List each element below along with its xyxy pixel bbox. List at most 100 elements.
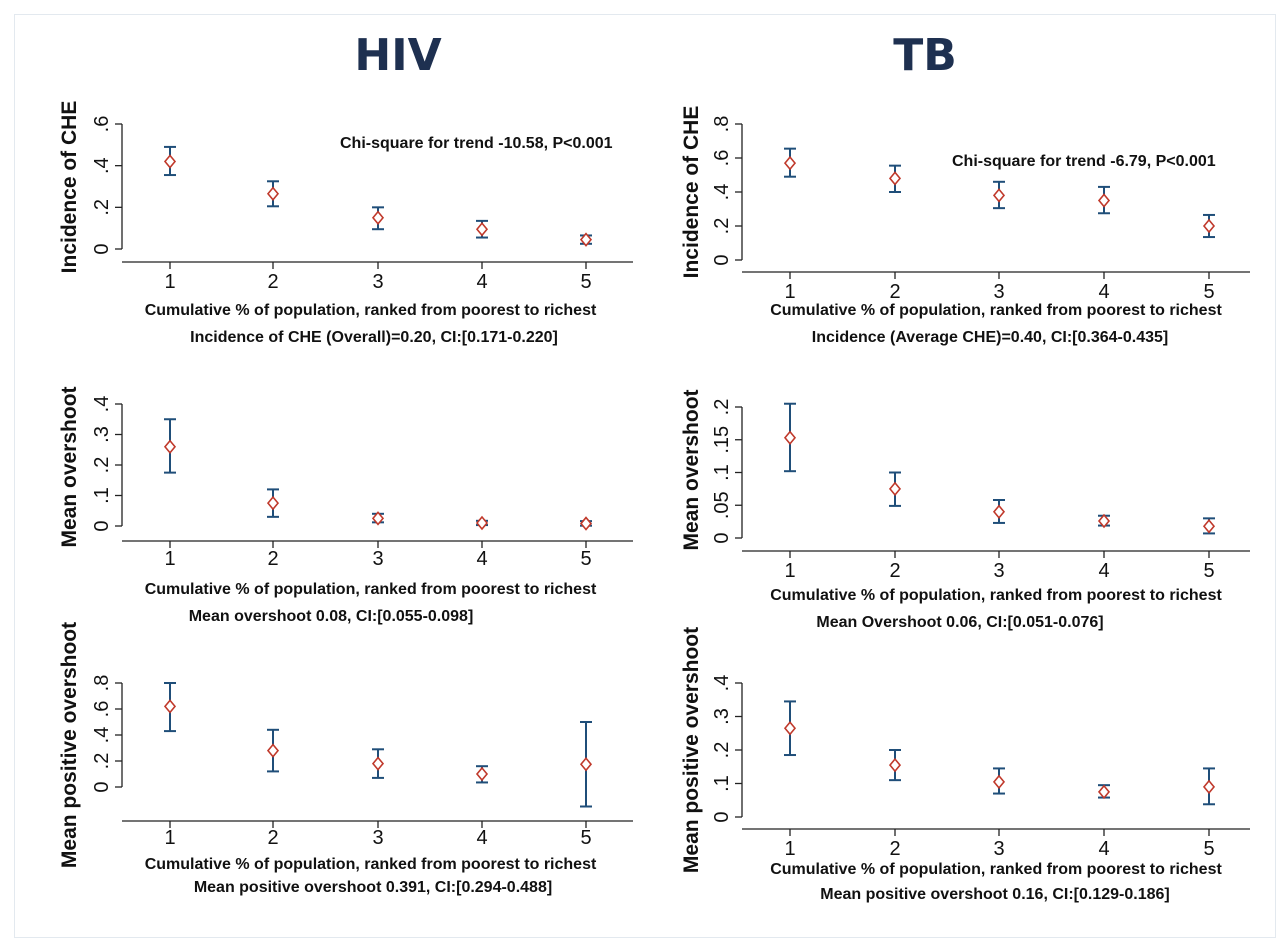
panel-2-ylabel: Incidence of CHE — [680, 106, 703, 279]
panel-4-ytick-label: .15 — [711, 426, 733, 454]
panel-6-xtick-label: 3 — [993, 838, 1004, 860]
panel-1-xtick-label: 2 — [267, 271, 278, 293]
panel-2-xlabel: Cumulative % of population, ranked from … — [770, 302, 1222, 319]
panel-6-caption: Mean positive overshoot 0.16, CI:[0.129-… — [820, 886, 1169, 903]
panel-4-xlabel: Cumulative % of population, ranked from … — [770, 587, 1222, 604]
panel-2-point-marker — [783, 155, 797, 171]
panel-1-xtick-label: 3 — [372, 271, 383, 293]
panel-1-annotation: Chi-square for trend -10.58, P<0.001 — [340, 135, 613, 152]
panel-4-xtick-label: 5 — [1203, 560, 1214, 582]
panel-2-caption: Incidence (Average CHE)=0.40, CI:[0.364-… — [812, 329, 1168, 346]
panel-4-caption: Mean Overshoot 0.06, CI:[0.051-0.076] — [816, 614, 1103, 631]
panel-5-point-marker — [266, 743, 280, 758]
panel-6-xtick-label: 2 — [889, 838, 900, 860]
panel-5-point-marker — [163, 699, 177, 714]
panel-3-point-marker — [371, 511, 385, 526]
panel-1-xlabel: Cumulative % of population, ranked from … — [145, 302, 597, 319]
panel-4-ytick-label: 0 — [711, 532, 733, 543]
panel-1-point-marker — [475, 221, 489, 237]
panel-6-point-marker — [1202, 779, 1216, 795]
panel-6-ytick-label: .3 — [711, 708, 733, 725]
panel-6-ytick-label: .4 — [711, 675, 733, 692]
panel-1-ytick-label: 0 — [91, 243, 113, 254]
panel-1-point-marker — [163, 154, 177, 169]
panel-5-ytick-label: 0 — [91, 781, 113, 792]
panel-1-point-marker — [266, 186, 280, 202]
panel-6-ytick-label: 0 — [711, 811, 733, 822]
panel-2-point-marker — [888, 171, 902, 186]
panel-5-xtick-label: 4 — [476, 827, 487, 849]
panel-5-point-marker — [579, 757, 593, 772]
panel-4-xtick-label: 3 — [993, 560, 1004, 582]
panel-4-point-marker — [1202, 518, 1216, 534]
panel-4-point-marker — [1097, 513, 1111, 529]
panel-2-ytick-label: .4 — [711, 184, 733, 201]
panel-2-xtick-label: 3 — [993, 281, 1004, 303]
panel-5-xtick-label: 2 — [267, 827, 278, 849]
panel-3-point-marker — [579, 516, 593, 531]
panel-6-xlabel: Cumulative % of population, ranked from … — [770, 861, 1222, 878]
panel-6-ytick-label: .2 — [711, 742, 733, 759]
panel-2-xtick-label: 2 — [889, 281, 900, 303]
panel-1-caption: Incidence of CHE (Overall)=0.20, CI:[0.1… — [190, 329, 558, 346]
panel-5-point-marker — [371, 756, 385, 771]
panel-1-point-marker — [371, 210, 385, 225]
panel-3-ylabel: Mean overshoot — [58, 386, 81, 547]
panel-2-point-marker — [992, 188, 1006, 203]
panel-2-point-marker — [1097, 193, 1111, 208]
panel-4-xtick-label: 2 — [889, 560, 900, 582]
panel-5-xtick-label: 1 — [164, 827, 175, 849]
panel-2-point-marker — [1202, 218, 1216, 234]
panel-5-ylabel: Mean positive overshoot — [58, 622, 81, 868]
panel-6-point-marker — [1097, 784, 1111, 800]
panel-3-caption: Mean overshoot 0.08, CI:[0.055-0.098] — [189, 608, 474, 625]
panel-4-point-marker — [888, 481, 902, 497]
panel-3-point-marker — [475, 515, 489, 531]
panel-6-ylabel: Mean positive overshoot — [680, 627, 703, 873]
panel-5-ytick-label: .4 — [91, 727, 113, 744]
panel-3-ytick-label: .2 — [91, 457, 113, 474]
panel-2-xtick-label: 5 — [1203, 281, 1214, 303]
hiv-column-title: HIV — [354, 30, 442, 81]
panel-2-ytick-label: .8 — [711, 116, 733, 133]
panel-6-point-marker — [783, 720, 797, 736]
panel-4-ytick-label: .05 — [711, 491, 733, 519]
panel-1-ytick-label: .4 — [91, 157, 113, 174]
panel-2-ytick-label: .6 — [711, 150, 733, 167]
tb-column-title: TB — [893, 30, 957, 81]
panel-5-xlabel: Cumulative % of population, ranked from … — [145, 856, 597, 873]
panel-3-point-marker — [163, 439, 177, 454]
panel-2-annotation: Chi-square for trend -6.79, P<0.001 — [952, 153, 1216, 170]
panel-1-point-marker — [579, 232, 593, 247]
panel-3-xtick-label: 5 — [580, 548, 591, 570]
panel-5-caption: Mean positive overshoot 0.391, CI:[0.294… — [194, 879, 552, 896]
panel-5-xtick-label: 3 — [372, 827, 383, 849]
panel-1-xtick-label: 1 — [164, 271, 175, 293]
panel-3-ytick-label: .3 — [91, 426, 113, 443]
panel-6-ytick-label: .1 — [711, 775, 733, 792]
panel-2-xtick-label: 4 — [1098, 281, 1109, 303]
panel-5-ytick-label: .8 — [91, 675, 113, 692]
panel-3-xtick-label: 4 — [476, 548, 487, 570]
panel-2-ytick-label: 0 — [711, 254, 733, 265]
panel-6-point-marker — [992, 774, 1006, 790]
panel-5-ytick-label: .2 — [91, 753, 113, 770]
panel-2-ytick-label: .2 — [711, 218, 733, 235]
panel-6-point-marker — [888, 757, 902, 773]
panel-4-ytick-label: .1 — [711, 464, 733, 481]
panel-6-xtick-label: 4 — [1098, 838, 1109, 860]
panel-4-xtick-label: 4 — [1098, 560, 1109, 582]
panel-5-xtick-label: 5 — [580, 827, 591, 849]
panel-1-xtick-label: 4 — [476, 271, 487, 293]
panel-2-xtick-label: 1 — [784, 281, 795, 303]
panel-4-xtick-label: 1 — [784, 560, 795, 582]
panel-3-point-marker — [266, 495, 280, 511]
panel-3-xtick-label: 3 — [372, 548, 383, 570]
panel-1-ytick-label: .2 — [91, 199, 113, 216]
panel-4-ylabel: Mean overshoot — [680, 389, 703, 550]
panel-6-xtick-label: 1 — [784, 838, 795, 860]
figure-frame — [14, 14, 1276, 938]
panel-4-point-marker — [783, 430, 797, 446]
panel-4-ytick-label: .2 — [711, 399, 733, 416]
